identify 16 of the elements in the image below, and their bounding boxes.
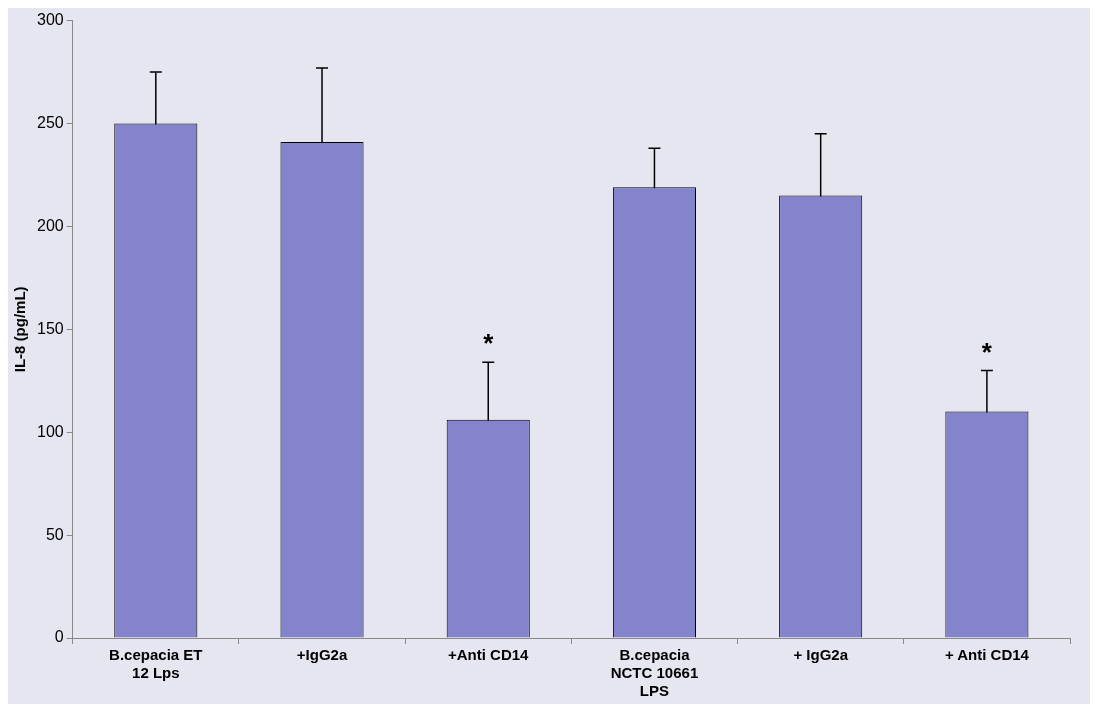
y-tick-label: 50 <box>45 525 64 543</box>
annotation: * <box>981 336 993 367</box>
annotation: * <box>483 328 495 359</box>
y-tick-label: 150 <box>36 319 64 337</box>
x-tick-label: B.cepacia NCTC 10661 LPS <box>610 646 699 700</box>
y-tick-label: 0 <box>54 628 64 646</box>
x-tick-label: +IgG2a <box>296 646 348 664</box>
x-tick-label: B.cepacia ET 12 Lps <box>109 646 203 682</box>
y-tick-label: 300 <box>36 11 64 29</box>
y-tick-label: 100 <box>36 422 64 440</box>
x-tick-label: + IgG2a <box>793 646 849 664</box>
y-tick-label: 250 <box>36 113 64 131</box>
x-tick-label: + Anti CD14 <box>944 646 1030 664</box>
x-tick-label: +Anti CD14 <box>448 646 530 664</box>
y-axis-title: IL-8 (pg/mL) <box>11 286 29 373</box>
y-tick-label: 200 <box>36 216 64 234</box>
